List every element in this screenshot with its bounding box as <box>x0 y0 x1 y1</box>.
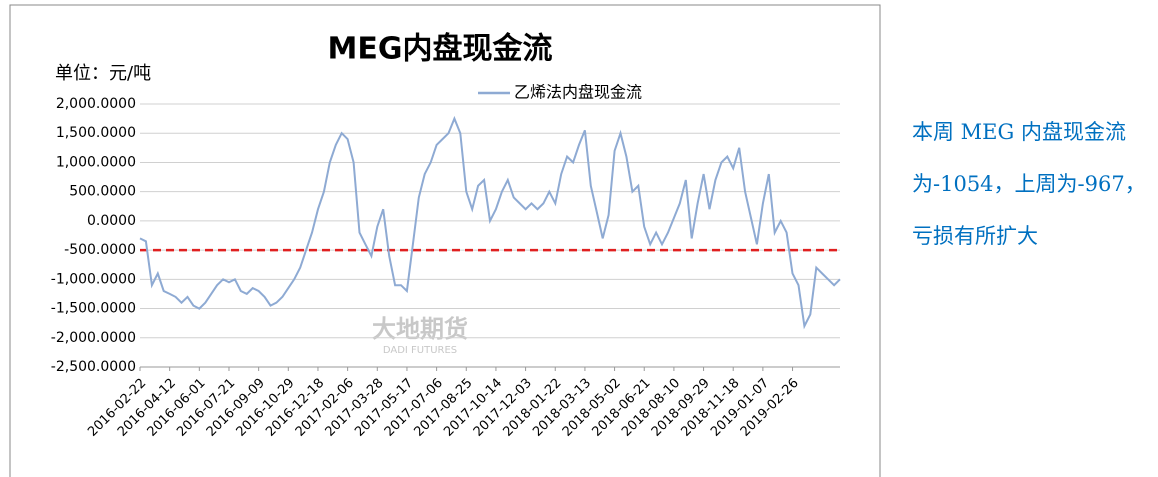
legend-label: 乙烯法内盘现金流 <box>514 83 642 102</box>
y-tick-label: -2,500.0000 <box>51 359 136 375</box>
chart-title: MEG内盘现金流 <box>328 32 553 67</box>
chart-frame <box>9 4 881 477</box>
y-tick-label: -2,000.0000 <box>51 330 136 346</box>
watermark-sub: DADI FUTURES <box>383 345 457 356</box>
line-series <box>139 115 841 330</box>
y-tick-label: 500.0000 <box>69 184 136 200</box>
y-tick-label: 1,000.0000 <box>56 154 136 170</box>
note: 本周 MEG 内盘现金流为-1054，上周为-967，亏损有所扩大 <box>912 120 1146 248</box>
unit-label: 单位：元/吨 <box>55 63 151 84</box>
y-tick-label: -1,000.0000 <box>51 271 136 287</box>
y-tick-label: -1,500.0000 <box>51 301 136 317</box>
watermark: 大地期货 <box>372 315 468 343</box>
y-tick-label: 0.0000 <box>87 213 136 229</box>
y-tick-label: 2,000.0000 <box>56 96 136 112</box>
y-tick-label: -500.0000 <box>64 242 136 258</box>
y-tick-label: 1,500.0000 <box>56 125 136 141</box>
